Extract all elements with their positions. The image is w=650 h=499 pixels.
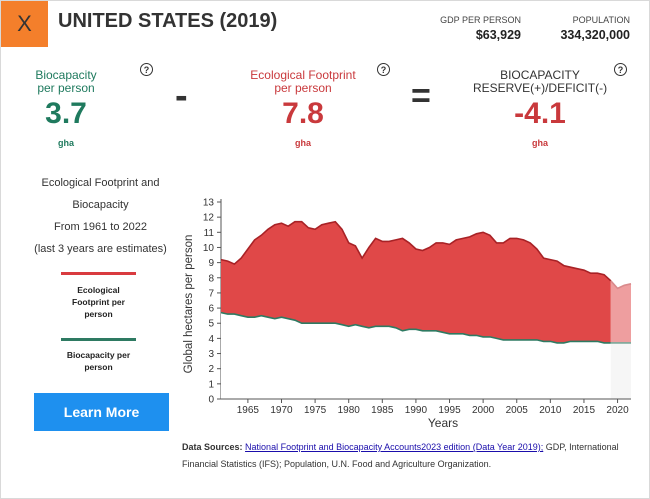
- equals-operator: =: [411, 77, 431, 115]
- y-tick-label: 0: [208, 395, 214, 406]
- footprint-metric: Ecological Footprint per person 7.8 gha: [233, 68, 373, 149]
- x-tick-label: 1985: [371, 405, 394, 416]
- deficit-area: [221, 221, 611, 343]
- legend-biocapacity-swatch: [61, 338, 136, 341]
- sources-suffix: GDP, International Financial Statistics …: [182, 442, 619, 469]
- legend-biocapacity-line-2: person: [84, 362, 113, 372]
- x-tick-label: 2015: [573, 405, 596, 416]
- x-tick-label: 1990: [405, 405, 428, 416]
- footprint-unit: gha: [294, 138, 311, 148]
- y-tick-label: 12: [203, 213, 215, 224]
- legend-footprint-line-2: Footprint per: [72, 297, 125, 307]
- x-tick-label: 2005: [506, 405, 529, 416]
- close-button[interactable]: X: [1, 1, 48, 47]
- country-title: UNITED STATES (2019): [58, 10, 278, 32]
- footprint-label-1: Ecological Footprint: [250, 68, 356, 82]
- population-stat: POPULATION 334,320,000: [531, 15, 630, 42]
- sources-link[interactable]: National Footprint and Biocapacity Accou…: [245, 442, 544, 452]
- population-label: POPULATION: [572, 15, 630, 25]
- y-tick-label: 1: [208, 379, 214, 390]
- x-tick-label: 1980: [338, 405, 361, 416]
- footprint-label-2: per person: [274, 81, 332, 95]
- footprint-line: [220, 220, 612, 282]
- x-axis-label: Years: [428, 416, 458, 430]
- biocapacity-unit: gha: [57, 138, 74, 148]
- y-tick-label: 5: [208, 319, 214, 330]
- gdp-stat: GDP PER PERSON $63,929: [426, 15, 521, 42]
- legend-biocapacity-line-1: Biocapacity per: [66, 350, 131, 360]
- reserve-help-icon[interactable]: ?: [614, 63, 627, 76]
- chart-areas: [220, 220, 632, 399]
- description-line-1: Ecological Footprint and: [41, 177, 160, 189]
- y-tick-label: 2: [208, 364, 214, 375]
- x-tick-label: 2000: [472, 405, 495, 416]
- description-line-2: Biocapacity: [72, 199, 129, 211]
- y-tick-label: 3: [208, 349, 214, 360]
- y-tick-label: 9: [208, 258, 214, 269]
- x-tick-label: 1970: [270, 405, 293, 416]
- biocapacity-area-estimate: [610, 342, 631, 399]
- y-axis-label: Global hectares per person: [183, 235, 195, 374]
- legend-footprint-label: Ecological Footprint per person: [51, 284, 146, 320]
- x-axis-ticks: 1965 1970 1975 1980 1985 1990 1995 2000 2005 2010…: [221, 398, 631, 416]
- chart-description: Ecological Footprint and Biocapacity Fro…: [23, 172, 178, 260]
- gdp-label: GDP PER PERSON: [440, 15, 521, 25]
- y-tick-label: 11: [204, 228, 215, 239]
- x-tick-label: 2020: [606, 405, 629, 416]
- y-tick-label: 8: [208, 273, 214, 284]
- legend-footprint-line-1: Ecological: [77, 285, 120, 295]
- sources-prefix: Data Sources:: [182, 442, 243, 452]
- biocapacity-value: 3.7: [45, 97, 87, 130]
- y-tick-label: 10: [203, 243, 215, 254]
- footprint-line-estimate: [610, 280, 632, 290]
- data-sources: Data Sources: National Footprint and Bio…: [182, 439, 622, 473]
- y-tick-label: 13: [203, 198, 215, 209]
- x-tick-label: 1975: [304, 405, 327, 416]
- x-tick-label: 2010: [539, 405, 562, 416]
- y-tick-label: 6: [208, 304, 214, 315]
- footprint-value: 7.8: [282, 97, 324, 130]
- gdp-value: $63,929: [475, 28, 521, 42]
- biocapacity-area: [221, 312, 611, 399]
- population-value: 334,320,000: [560, 28, 630, 42]
- reserve-metric: BIOCAPACITY RESERVE(+)/DEFICIT(-) -4.1 g…: [469, 68, 611, 149]
- y-tick-label: 7: [208, 288, 214, 299]
- biocapacity-line: [220, 311, 611, 344]
- biocapacity-label-1: Biocapacity: [35, 68, 97, 82]
- legend-footprint-line-3: person: [84, 309, 113, 319]
- reserve-label-1: BIOCAPACITY: [500, 68, 580, 82]
- reserve-label-2: RESERVE(+)/DEFICIT(-): [472, 81, 608, 95]
- learn-more-button[interactable]: Learn More: [34, 393, 169, 431]
- reserve-value: -4.1: [514, 97, 566, 130]
- biocapacity-metric: Biocapacity per person 3.7 gha: [11, 68, 121, 149]
- biocapacity-label-2: per person: [37, 81, 95, 95]
- reserve-unit: gha: [531, 138, 548, 148]
- description-line-3: From 1961 to 2022: [54, 221, 147, 233]
- description-line-4: (last 3 years are estimates): [34, 243, 167, 255]
- x-tick-label: 1965: [237, 405, 260, 416]
- legend-footprint-swatch: [61, 272, 136, 275]
- y-tick-label: 4: [208, 334, 214, 345]
- minus-operator: -: [175, 75, 188, 117]
- legend-biocapacity-label: Biocapacity per person: [51, 349, 146, 373]
- footprint-help-icon[interactable]: ?: [377, 63, 390, 76]
- deficit-area-estimate: [610, 280, 631, 343]
- biocapacity-help-icon[interactable]: ?: [140, 63, 153, 76]
- x-tick-label: 1995: [438, 405, 461, 416]
